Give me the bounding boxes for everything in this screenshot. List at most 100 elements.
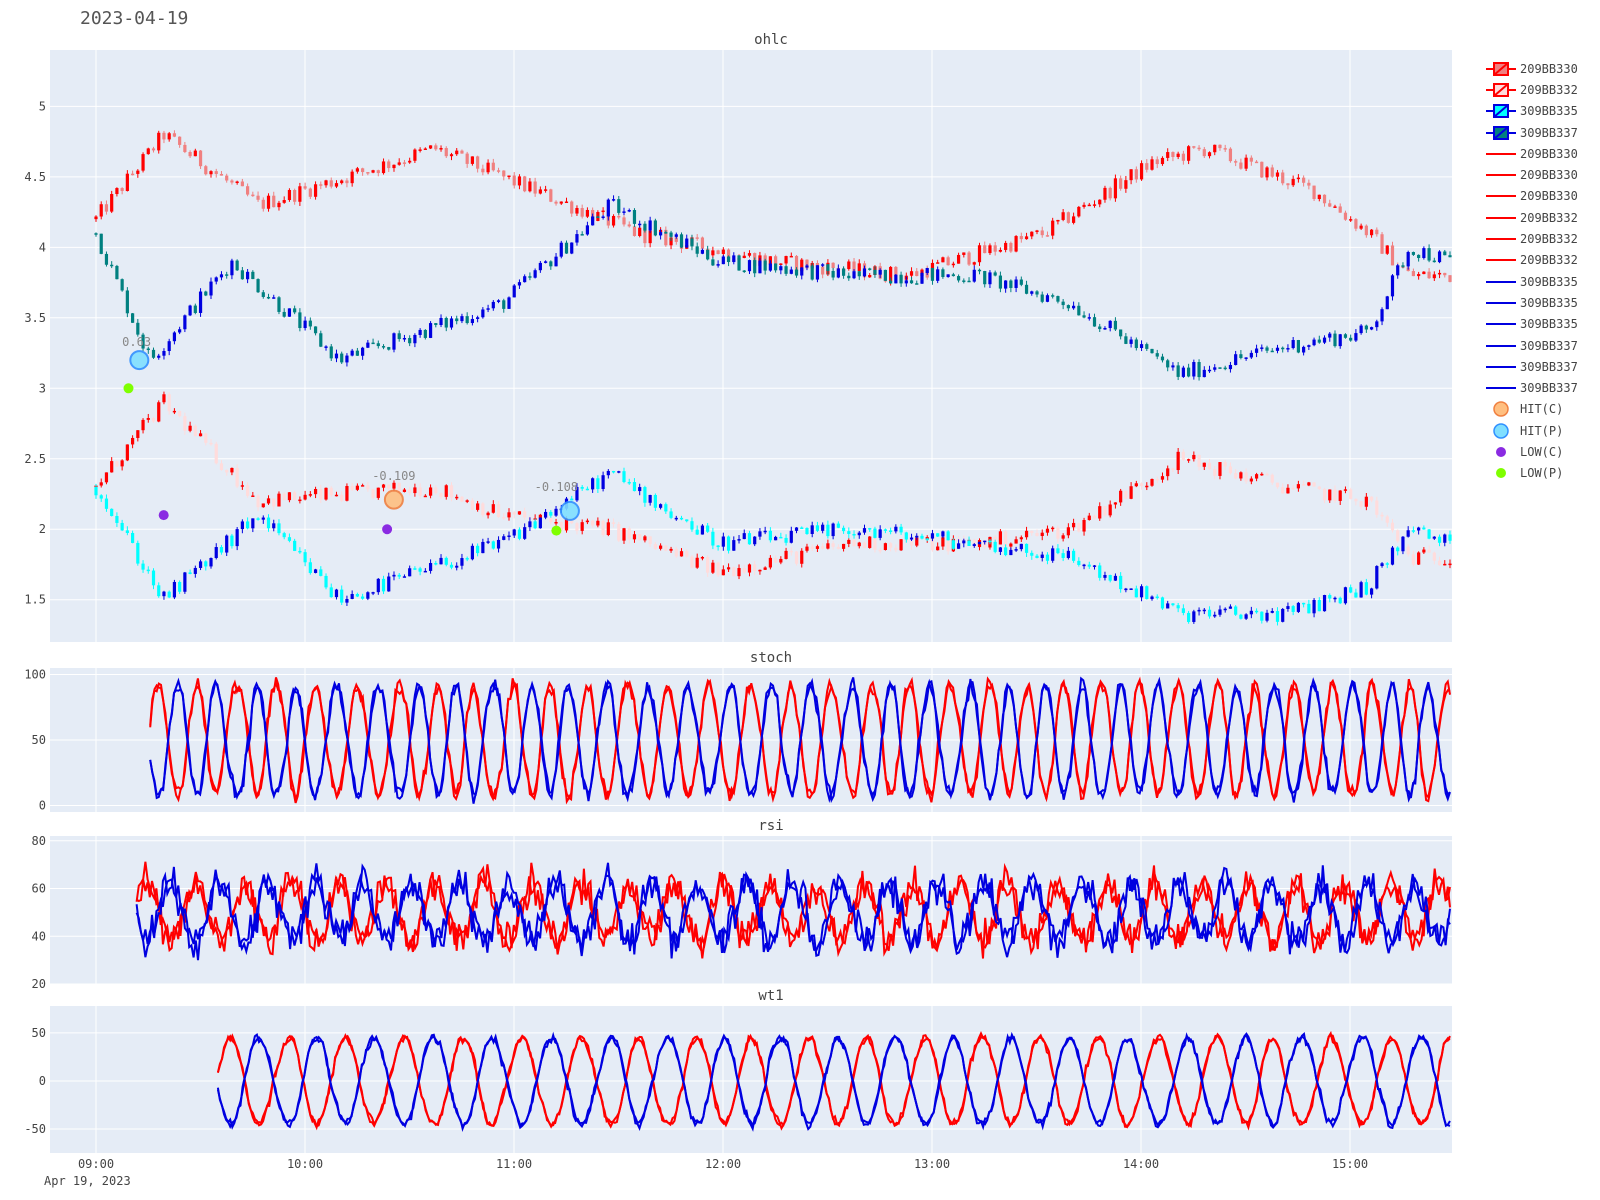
candle-body[interactable] <box>1375 229 1379 235</box>
candle-body[interactable] <box>706 249 710 260</box>
candle-body[interactable] <box>617 215 621 218</box>
candle-body[interactable] <box>94 216 98 220</box>
candle-body[interactable] <box>821 524 825 531</box>
candle-body[interactable] <box>1192 611 1196 622</box>
candle-body[interactable] <box>99 204 103 217</box>
candle-body[interactable] <box>1244 357 1248 359</box>
oscillator-line[interactable] <box>149 676 1451 805</box>
candle-body[interactable] <box>1035 230 1039 232</box>
candle-body[interactable] <box>726 256 731 263</box>
candle-body[interactable] <box>246 271 250 280</box>
candle-body[interactable] <box>1422 549 1426 553</box>
candle-body[interactable] <box>549 511 553 516</box>
candle-body[interactable] <box>476 156 480 169</box>
candle-body[interactable] <box>209 442 213 445</box>
candle-body[interactable] <box>528 276 532 278</box>
candle-body[interactable] <box>742 533 746 540</box>
candle-body[interactable] <box>962 252 966 255</box>
candle-body[interactable] <box>470 318 475 324</box>
candle-body[interactable] <box>319 184 323 186</box>
candle-body[interactable] <box>779 536 783 539</box>
candle-body[interactable] <box>841 527 846 532</box>
candle-body[interactable] <box>308 320 312 327</box>
candle-body[interactable] <box>1322 194 1327 204</box>
candle-body[interactable] <box>1134 169 1138 180</box>
candle-body[interactable] <box>481 309 485 318</box>
candle-body[interactable] <box>355 350 359 356</box>
candle-body[interactable] <box>1385 563 1389 565</box>
candle-body[interactable] <box>1422 527 1426 530</box>
candle-body[interactable] <box>460 496 464 502</box>
candle-body[interactable] <box>381 346 386 348</box>
candle-body[interactable] <box>1071 216 1076 223</box>
candle-body[interactable] <box>784 266 788 274</box>
candle-body[interactable] <box>1030 291 1034 294</box>
candle-body[interactable] <box>240 181 244 187</box>
candle-body[interactable] <box>1249 157 1253 162</box>
candle-body[interactable] <box>570 201 574 214</box>
candle-body[interactable] <box>1187 612 1191 622</box>
candle-body[interactable] <box>282 533 286 538</box>
candle-body[interactable] <box>585 520 590 523</box>
candle-body[interactable] <box>915 283 919 285</box>
candle-body[interactable] <box>423 495 427 498</box>
candle-body[interactable] <box>1077 522 1081 532</box>
candle-body[interactable] <box>507 535 511 537</box>
candle-body[interactable] <box>251 518 255 529</box>
candle-body[interactable] <box>889 543 893 548</box>
candle-body[interactable] <box>256 518 260 520</box>
candle-body[interactable] <box>1286 348 1290 350</box>
candle-body[interactable] <box>198 561 203 568</box>
candle-body[interactable] <box>1296 484 1300 489</box>
candle-body[interactable] <box>151 570 156 586</box>
candle-body[interactable] <box>1265 473 1269 476</box>
candle-body[interactable] <box>664 504 668 512</box>
candle-body[interactable] <box>256 279 260 293</box>
candle-body[interactable] <box>266 195 271 209</box>
candle-body[interactable] <box>622 471 626 483</box>
candle-body[interactable] <box>99 482 103 486</box>
candle-body[interactable] <box>1087 564 1091 567</box>
candle-body[interactable] <box>366 592 370 599</box>
legend-item[interactable]: 309BB337 <box>1486 122 1596 143</box>
candle-body[interactable] <box>716 264 720 266</box>
candle-body[interactable] <box>1192 146 1196 148</box>
candle-body[interactable] <box>371 592 375 594</box>
candle-body[interactable] <box>774 557 778 563</box>
candle-body[interactable] <box>1396 265 1400 276</box>
candle-body[interactable] <box>1364 496 1368 507</box>
candle-body[interactable] <box>690 238 694 247</box>
candle-body[interactable] <box>204 166 208 175</box>
candle-body[interactable] <box>413 149 417 161</box>
candle-body[interactable] <box>564 201 569 204</box>
candle-body[interactable] <box>742 568 746 573</box>
candle-body[interactable] <box>617 524 621 541</box>
candle-body[interactable] <box>465 500 469 502</box>
candle-body[interactable] <box>1040 230 1044 236</box>
legend[interactable]: 209BB330 209BB332 309BB335 309BB337 209BB330… <box>1486 58 1596 484</box>
candle-body[interactable] <box>1014 236 1018 252</box>
candle-body[interactable] <box>1051 548 1055 561</box>
candle-body[interactable] <box>1343 587 1348 604</box>
candle-body[interactable] <box>726 536 731 551</box>
candle-body[interactable] <box>204 433 208 443</box>
candle-body[interactable] <box>967 252 971 265</box>
candle-body[interactable] <box>664 229 668 246</box>
candle-body[interactable] <box>1396 530 1400 542</box>
candle-body[interactable] <box>1354 498 1358 502</box>
candle-body[interactable] <box>868 536 872 548</box>
candle-body[interactable] <box>1354 333 1358 341</box>
candle-body[interactable] <box>209 281 213 296</box>
candle-body[interactable] <box>313 184 318 197</box>
candle-body[interactable] <box>256 195 260 200</box>
candle-body[interactable] <box>1281 347 1285 350</box>
candle-body[interactable] <box>632 226 637 236</box>
candle-body[interactable] <box>204 561 208 567</box>
candle-body[interactable] <box>679 551 684 557</box>
candle-body[interactable] <box>172 410 177 413</box>
candle-body[interactable] <box>1364 325 1368 330</box>
candle-body[interactable] <box>198 291 203 313</box>
candle-body[interactable] <box>936 533 940 537</box>
candle-body[interactable] <box>685 238 689 248</box>
candle-body[interactable] <box>308 188 312 197</box>
